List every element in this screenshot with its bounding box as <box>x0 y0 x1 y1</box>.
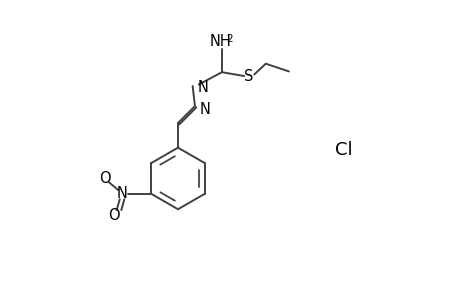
Text: O: O <box>99 171 111 186</box>
Text: N: N <box>199 102 210 117</box>
Text: S: S <box>244 68 253 83</box>
Text: N: N <box>117 186 127 201</box>
Text: 2: 2 <box>226 34 232 44</box>
Text: O: O <box>108 208 120 223</box>
Text: N: N <box>197 80 207 95</box>
Text: Cl: Cl <box>334 141 352 159</box>
Text: NH: NH <box>209 34 231 49</box>
